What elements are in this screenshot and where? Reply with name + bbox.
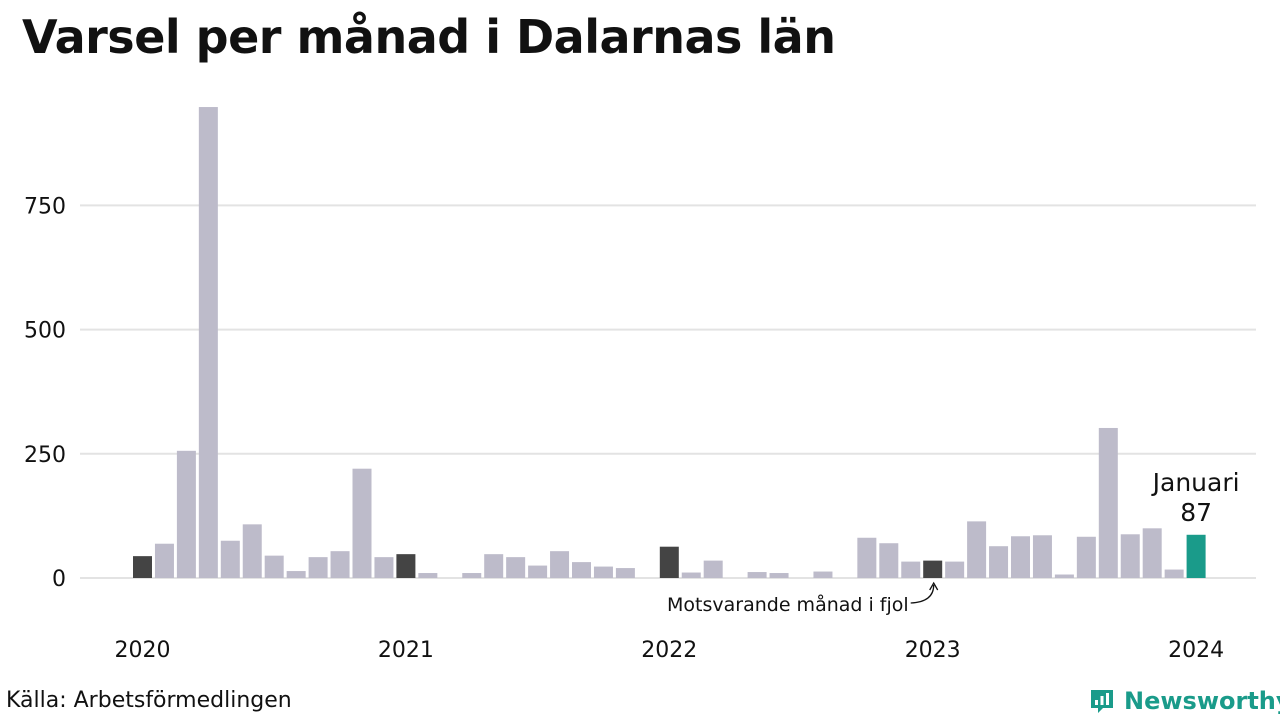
- brand-logo: Newsworthy: [1088, 684, 1280, 718]
- bar: [484, 554, 504, 578]
- bar: [264, 555, 284, 578]
- bar: [1054, 574, 1074, 578]
- y-tick-label: 0: [52, 567, 66, 592]
- bar: [352, 468, 372, 578]
- bar: [418, 573, 438, 578]
- bar: [923, 560, 943, 578]
- y-tick-label: 500: [24, 319, 66, 344]
- bar: [572, 562, 591, 578]
- bar: [1032, 535, 1052, 578]
- bar: [1011, 536, 1030, 578]
- bar: [989, 546, 1009, 578]
- bar: [967, 521, 987, 578]
- x-tick-label: 2023: [905, 638, 961, 663]
- annotation-arrowhead: [929, 581, 939, 591]
- bar: [242, 524, 262, 578]
- bar: [681, 572, 701, 578]
- x-tick-label: 2021: [378, 638, 434, 663]
- previous-year-label: Motsvarande månad i fjol: [667, 593, 909, 616]
- current-month-value: 87: [1180, 498, 1212, 527]
- bar: [945, 561, 965, 578]
- bar: [286, 571, 306, 578]
- bar: [550, 551, 570, 578]
- bar: [374, 557, 394, 578]
- current-month-label: Januari: [1151, 468, 1240, 497]
- bar: [1164, 569, 1184, 578]
- bar: [879, 543, 899, 578]
- bar: [659, 546, 679, 578]
- bar: [462, 573, 482, 578]
- bar: [528, 565, 548, 578]
- bar: [703, 560, 723, 578]
- annotation-arrow: [910, 584, 935, 604]
- bar: [901, 561, 921, 578]
- bar: [1120, 534, 1140, 578]
- x-tick-label: 2020: [115, 638, 171, 663]
- bar: [198, 107, 218, 578]
- chart-title: Varsel per månad i Dalarnas län: [22, 10, 836, 64]
- bar: [593, 566, 613, 578]
- bar: [330, 551, 350, 578]
- bar: [769, 573, 789, 578]
- bar: [308, 557, 328, 578]
- bar: [813, 571, 833, 578]
- x-tick-label: 2024: [1168, 638, 1224, 663]
- bar: [220, 540, 240, 578]
- bar: [1098, 427, 1118, 578]
- x-tick-label: 2022: [641, 638, 697, 663]
- bar: [506, 557, 526, 578]
- bar: [154, 543, 174, 578]
- bar-current-month: [1186, 534, 1206, 578]
- bar: [176, 450, 196, 578]
- bar: [747, 572, 767, 578]
- y-tick-label: 250: [24, 443, 66, 468]
- bar: [396, 554, 416, 578]
- bar: [133, 556, 152, 578]
- bar: [1142, 528, 1162, 578]
- brand-name: Newsworthy: [1124, 687, 1280, 715]
- source-label: Källa: Arbetsförmedlingen: [6, 688, 292, 713]
- bar: [1076, 536, 1096, 578]
- newsworthy-logo-icon: [1091, 690, 1113, 713]
- y-tick-label: 750: [24, 194, 66, 219]
- bar: [857, 537, 877, 578]
- bar: [615, 568, 635, 578]
